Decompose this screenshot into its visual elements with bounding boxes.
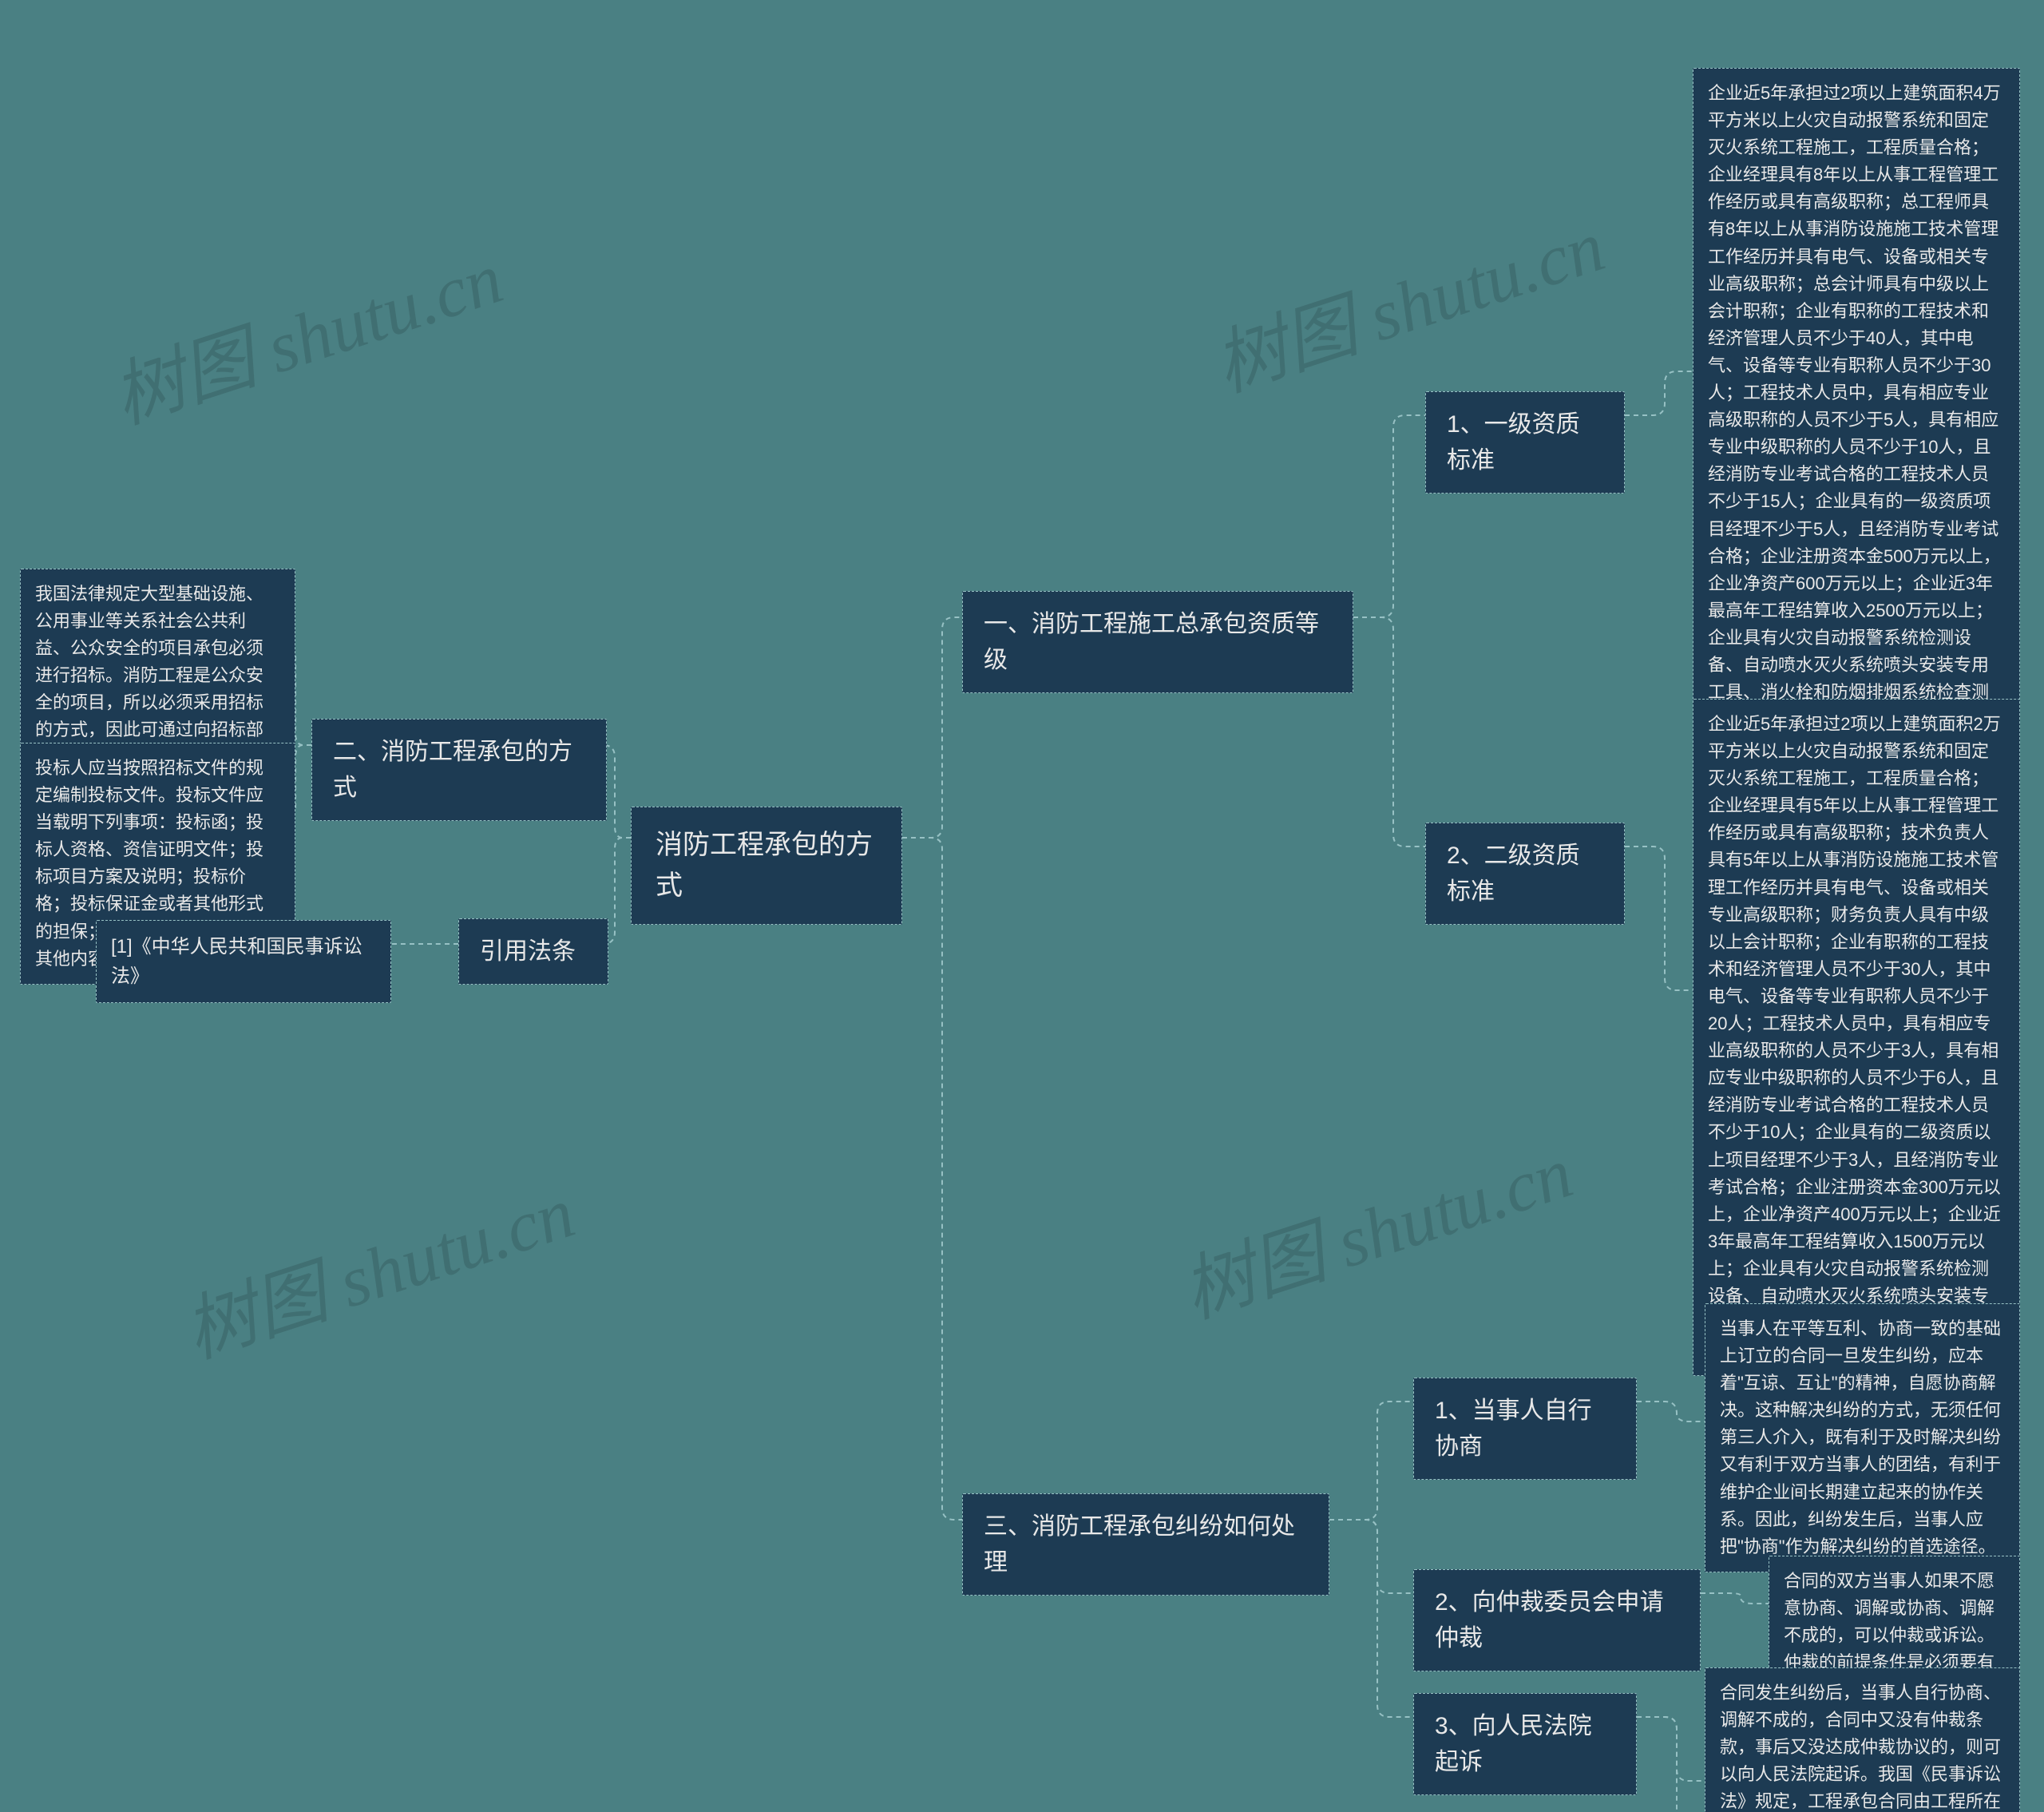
- leaf-level2-detail: 企业近5年承担过2项以上建筑面积2万平方米以上火灾自动报警系统和固定灭火系统工程…: [1693, 699, 2020, 1376]
- watermark: 树图 shutu.cn: [1167, 1114, 1583, 1338]
- node-lawsuit[interactable]: 3、向人民法院起诉: [1413, 1693, 1637, 1795]
- node-arbitration[interactable]: 2、向仲裁委员会申请仲裁: [1413, 1569, 1701, 1671]
- mindmap-canvas: 树图 shutu.cn 树图 shutu.cn 树图 shutu.cn 树图 s…: [0, 0, 2044, 1812]
- node-negotiate[interactable]: 1、当事人自行协商: [1413, 1378, 1637, 1480]
- leaf-level1-detail: 企业近5年承担过2项以上建筑面积4万平方米以上火灾自动报警系统和固定灭火系统工程…: [1693, 68, 2020, 745]
- root-node[interactable]: 消防工程承包的方式: [631, 807, 902, 925]
- leaf-civil-procedure-law: [1]《中华人民共和国民事诉讼法》: [96, 920, 391, 1003]
- branch-cited-law[interactable]: 引用法条: [458, 918, 608, 985]
- branch-qualification-levels[interactable]: 一、消防工程施工总承包资质等级: [962, 591, 1353, 693]
- branch-dispute-handling[interactable]: 三、消防工程承包纠纷如何处理: [962, 1493, 1329, 1596]
- leaf-lawsuit-detail: 合同发生纠纷后，当事人自行协商、调解不成的，合同中又没有仲裁条款，事后又没达成仲…: [1705, 1667, 2020, 1812]
- watermark: 树图 shutu.cn: [97, 220, 513, 443]
- watermark: 树图 shutu.cn: [1199, 188, 1614, 411]
- node-level1-standard[interactable]: 1、一级资质标准: [1425, 391, 1625, 494]
- node-level2-standard[interactable]: 2、二级资质标准: [1425, 823, 1625, 925]
- branch-contracting-method[interactable]: 二、消防工程承包的方式: [311, 719, 607, 821]
- leaf-negotiate-detail: 当事人在平等互利、协商一致的基础上订立的合同一旦发生纠纷，应本着"互谅、互让"的…: [1705, 1303, 2020, 1572]
- watermark: 树图 shutu.cn: [169, 1154, 584, 1378]
